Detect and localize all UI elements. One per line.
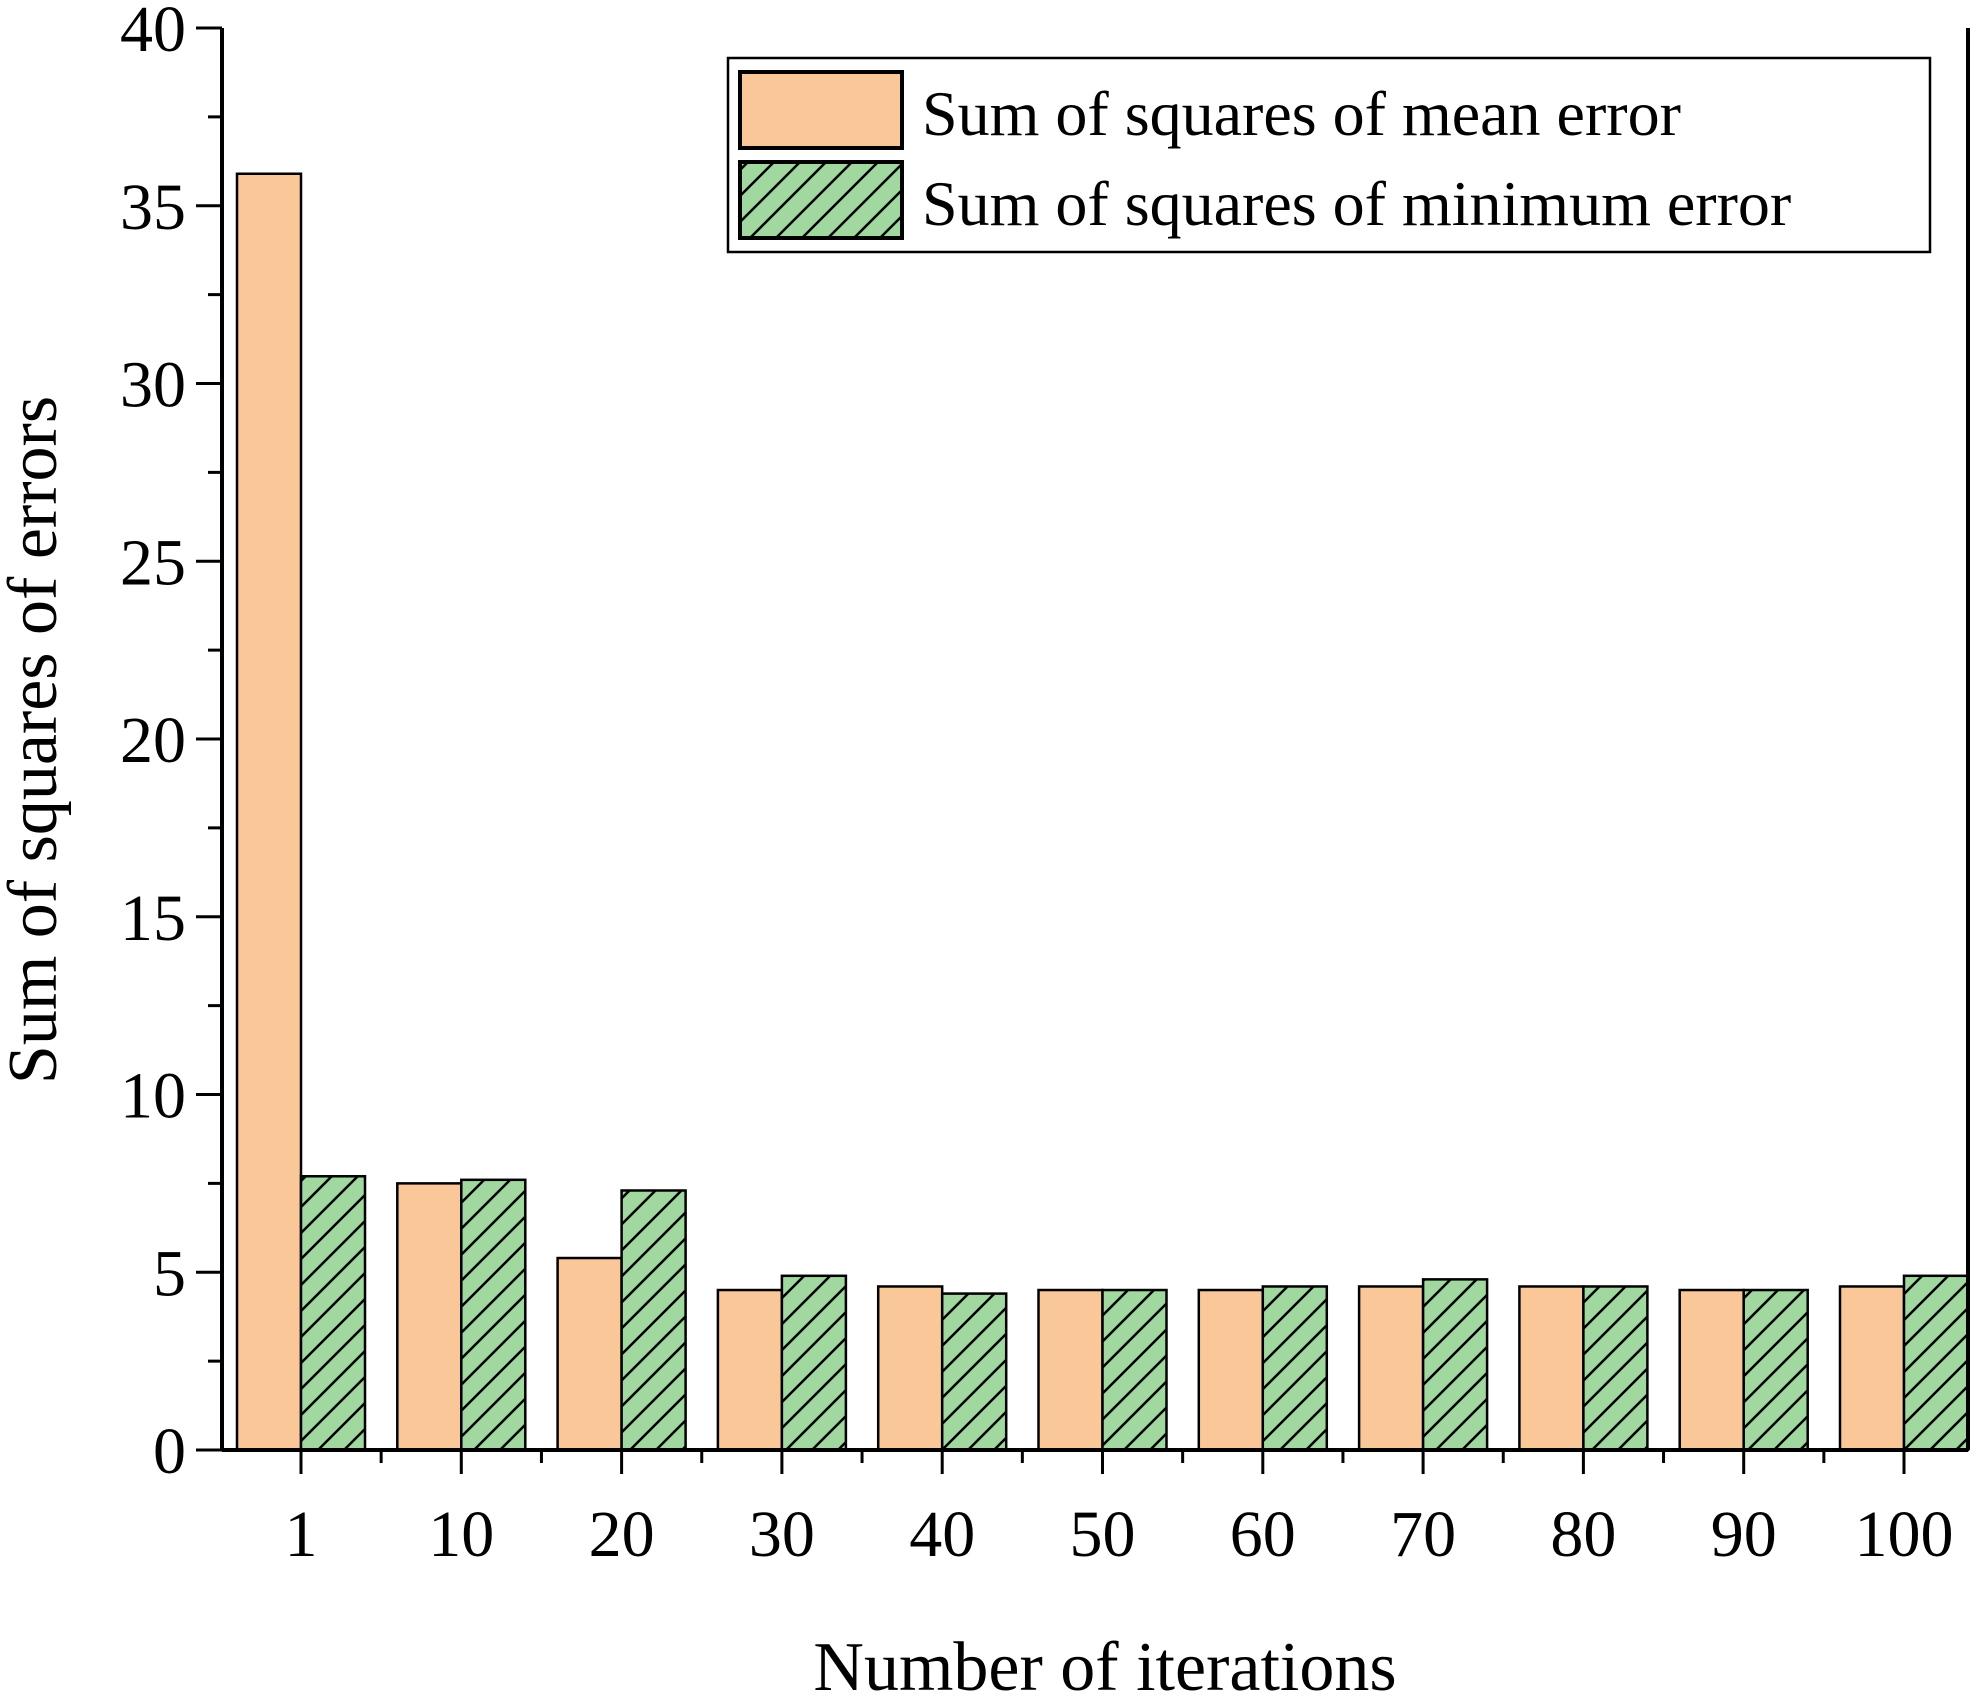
- y-tick-label: 10: [120, 1060, 186, 1133]
- bar-mean-error-90: [1678, 1288, 1745, 1452]
- y-tick-label: 15: [120, 882, 186, 955]
- y-tick-label: 25: [120, 526, 186, 599]
- legend-label-mean-error: Sum of squares of mean error: [922, 78, 1681, 149]
- x-tick-label: 1: [285, 1498, 318, 1571]
- bar-minimum-error-80: [1582, 1285, 1649, 1452]
- bar-minimum-error-1: [299, 1175, 367, 1452]
- x-tick-label: 60: [1230, 1498, 1296, 1571]
- legend: Sum of squares of mean error Sum of squa…: [726, 56, 1932, 254]
- legend-frame: [726, 56, 1932, 254]
- x-tick-label: 90: [1711, 1498, 1777, 1571]
- x-tick-label: 100: [1855, 1498, 1954, 1571]
- y-tick-label: 40: [120, 0, 186, 66]
- x-tick-label: 20: [589, 1498, 655, 1571]
- x-tick-label: 10: [428, 1498, 494, 1571]
- bar-mean-error-10: [396, 1182, 463, 1452]
- y-tick-label: 35: [120, 171, 186, 244]
- bar-minimum-error-20: [620, 1189, 687, 1452]
- bar-minimum-error-50: [1101, 1288, 1168, 1452]
- bar-mean-error-70: [1357, 1285, 1425, 1452]
- axes: 0 5 10 15 20 25 30 35 40 1 10 20 30 40 50 60 70 80 90 100: [120, 0, 1970, 1571]
- bar-minimum-error-100: [1902, 1274, 1970, 1452]
- bars: [235, 172, 1970, 1452]
- legend-swatch-minimum-error: [738, 160, 904, 240]
- bar-mean-error-60: [1197, 1288, 1265, 1452]
- x-axis-title: Number of iterations: [813, 1629, 1396, 1699]
- bar-minimum-error-10: [460, 1178, 527, 1452]
- y-tick-label: 0: [153, 1415, 186, 1488]
- x-tick-label: 80: [1550, 1498, 1616, 1571]
- y-axis-title: Sum of squares of errors: [0, 396, 72, 1084]
- bar-mean-error-100: [1838, 1285, 1906, 1452]
- x-tick-label: 50: [1070, 1498, 1136, 1571]
- y-tick-label: 5: [153, 1237, 186, 1310]
- bar-mean-error-80: [1518, 1285, 1585, 1452]
- bar-minimum-error-40: [940, 1292, 1008, 1452]
- bar-mean-error-20: [556, 1256, 623, 1452]
- x-tick-label: 30: [749, 1498, 815, 1571]
- bar-mean-error-30: [716, 1288, 784, 1452]
- bar-minimum-error-60: [1261, 1285, 1329, 1452]
- bar-minimum-error-90: [1742, 1288, 1809, 1452]
- x-tick-label: 70: [1390, 1498, 1456, 1571]
- y-tick-label: 20: [120, 704, 186, 777]
- bar-minimum-error-30: [780, 1274, 848, 1452]
- y-tick-label: 30: [120, 349, 186, 422]
- bar-minimum-error-70: [1421, 1278, 1489, 1452]
- bar-mean-error-40: [876, 1285, 944, 1452]
- bar-mean-error-1: [235, 172, 303, 1452]
- legend-label-minimum-error: Sum of squares of minimum error: [922, 168, 1791, 239]
- bar-mean-error-50: [1037, 1288, 1104, 1452]
- x-tick-label: 40: [909, 1498, 975, 1571]
- legend-swatch-mean-error: [738, 70, 904, 150]
